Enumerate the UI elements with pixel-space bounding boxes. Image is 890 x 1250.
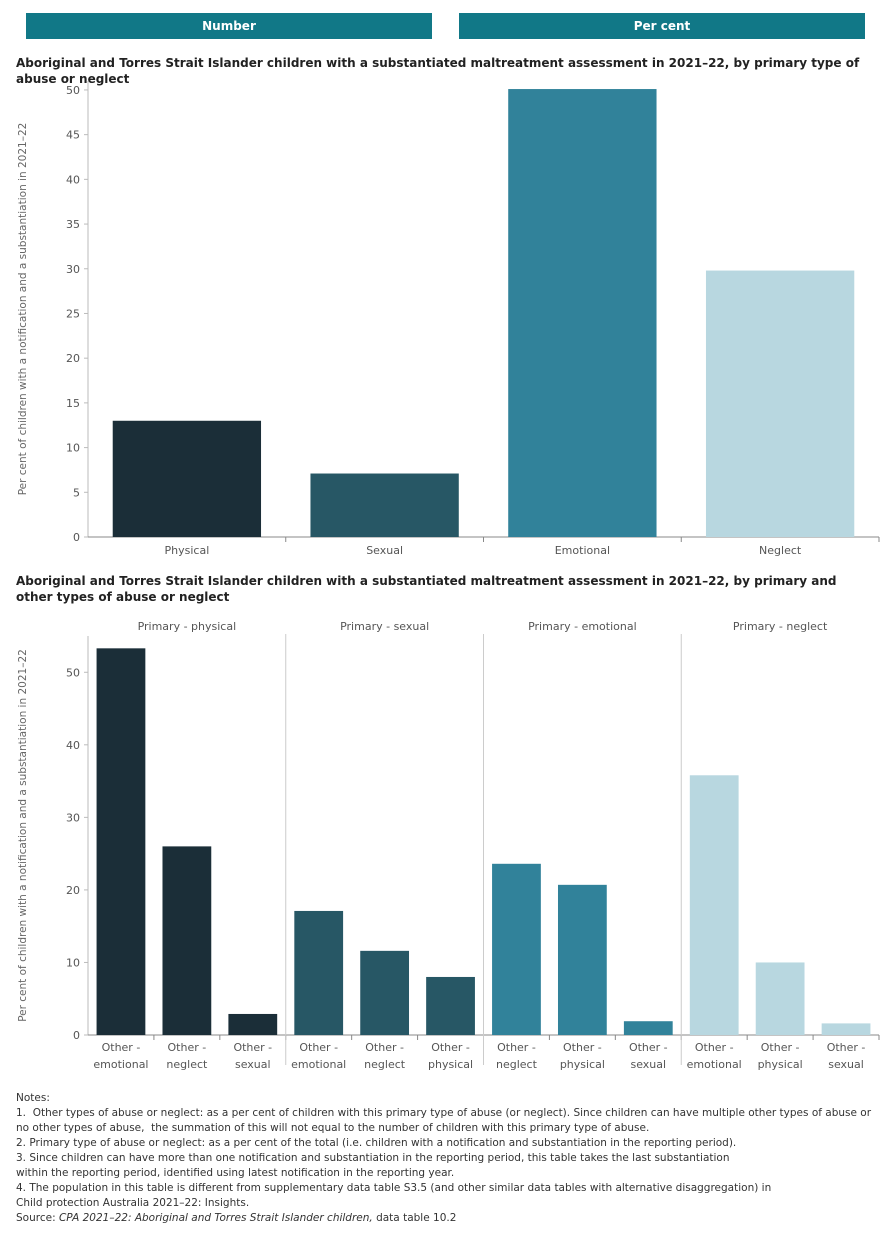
chart1-y-tick-label: 35 [66,218,80,231]
chart2-x-tick-label: Other - [629,1041,668,1054]
chart2-y-axis-label: Per cent of children with a notification… [17,649,29,1022]
chart2-x-tick-label: Other - [299,1041,338,1054]
chart1-x-tick-label: Physical [165,544,210,557]
chart2-bar [557,884,607,1035]
chart1-x-tick-label: Emotional [555,544,610,557]
chart2-panel-label: Primary - emotional [528,620,637,633]
chart1-primary-type: 0 5 10 15 20 25 30 35 40 45 50 Per cent of children… [17,81,880,557]
note-4: 4. The population in this table is diffe… [16,1182,772,1209]
chart2-x-tick-label: Other - [761,1041,800,1054]
chart2-y-tick-label: 20 [66,884,80,897]
chart2-x-tick-label: sexual [630,1058,666,1071]
chart1-bar-emotional [508,89,657,537]
chart1-y-tick-label: 25 [66,307,80,320]
chart1-y-tick-label: 20 [66,352,80,365]
chart2-x-tick-label: sexual [235,1058,271,1071]
chart2-y-tick-label: 30 [66,811,80,824]
chart2-x-tick-label: neglect [166,1058,208,1071]
chart1-bar-sexual [310,473,459,537]
chart1-y-tick-label: 5 [73,486,80,499]
note-2: 2. Primary type of abuse or neglect: as … [16,1137,737,1149]
chart1-bar-physical [112,420,262,537]
chart2-x-tick-label: neglect [364,1058,406,1071]
chart1-y-tick-label: 45 [66,129,80,142]
source-prefix: Source: [16,1212,59,1224]
tab-per-cent[interactable]: Per cent [459,13,865,39]
chart1-y-tick-label: 30 [66,263,80,276]
note-3: 3. Since children can have more than one… [16,1152,730,1179]
chart2-title: Aboriginal and Torres Strait Islander ch… [16,574,837,604]
chart2-x-tick-label: Other - [431,1041,470,1054]
chart2-y-tick-label: 40 [66,739,80,752]
chart2-bar [623,1021,673,1035]
chart2-x-tick-label: Other - [365,1041,404,1054]
chart1-x-tick-label: Neglect [759,544,802,557]
chart2-x-tick-label: Other - [827,1041,866,1054]
chart2-y-tick-label: 50 [66,666,80,679]
chart2-panel-label: Primary - physical [138,620,237,633]
chart2-primary-and-other-types: 0 10 20 30 40 50 Per cent of children with a n… [17,620,880,1071]
chart2-x-tick-label: emotional [687,1058,742,1071]
chart2-x-tick-label: Other - [497,1041,536,1054]
chart2-x-tick-label: emotional [291,1058,346,1071]
chart2-x-tick-label: physical [428,1058,473,1071]
chart1-y-tick-label: 10 [66,442,80,455]
chart2-x-tick-label: physical [758,1058,803,1071]
chart2-x-tick-label: Other - [695,1041,734,1054]
chart2-x-tick-label: Other - [563,1041,602,1054]
chart1-y-axis-label: Per cent of children with a notification… [17,123,29,496]
chart1-y-tick-label: 50 [66,84,80,97]
chart1-title: Aboriginal and Torres Strait Islander ch… [16,56,860,86]
source-italic: CPA 2021–22: Aboriginal and Torres Strai… [58,1212,373,1224]
chart1-x-tick-label: Sexual [366,544,403,557]
chart2-panel-label: Primary - neglect [733,620,828,633]
chart2-y-tick-label: 10 [66,956,80,969]
chart2-bar [96,648,146,1035]
chart1-y-tick-label: 15 [66,397,80,410]
chart2-x-tick-label: Other - [233,1041,272,1054]
notes-heading: Notes: [16,1092,50,1104]
notes: Notes: 1. Other types of abuse or neglec… [16,1091,876,1226]
note-1: 1. Other types of abuse or neglect: as a… [16,1107,875,1134]
chart2-x-tick-label: Other - [168,1041,207,1054]
chart2-bar [755,962,805,1035]
chart2-bar [228,1013,278,1035]
chart1-y-tick-label: 40 [66,173,80,186]
source-suffix: data table 10.2 [372,1212,457,1224]
chart2-bar [821,1023,871,1035]
source-line: Source: CPA 2021–22: Aboriginal and Torr… [16,1211,876,1226]
chart2-bar [689,775,739,1035]
chart2-x-tick-label: sexual [828,1058,864,1071]
chart2-x-tick-label: neglect [496,1058,538,1071]
chart2-x-tick-label: Other - [102,1041,141,1054]
chart2-x-tick-label: physical [560,1058,605,1071]
chart1-bar-neglect [705,270,855,537]
chart1-y-tick-label: 0 [73,531,80,544]
tab-number[interactable]: Number [26,13,432,39]
chart2-bar [162,846,212,1035]
chart2-bar [426,976,475,1035]
chart2-x-tick-label: emotional [93,1058,148,1071]
chart2-y-tick-label: 0 [73,1029,80,1042]
chart2-bar [492,863,541,1035]
chart2-panel-label: Primary - sexual [340,620,429,633]
chart2-bar [294,910,344,1035]
chart2-bar [360,950,410,1035]
